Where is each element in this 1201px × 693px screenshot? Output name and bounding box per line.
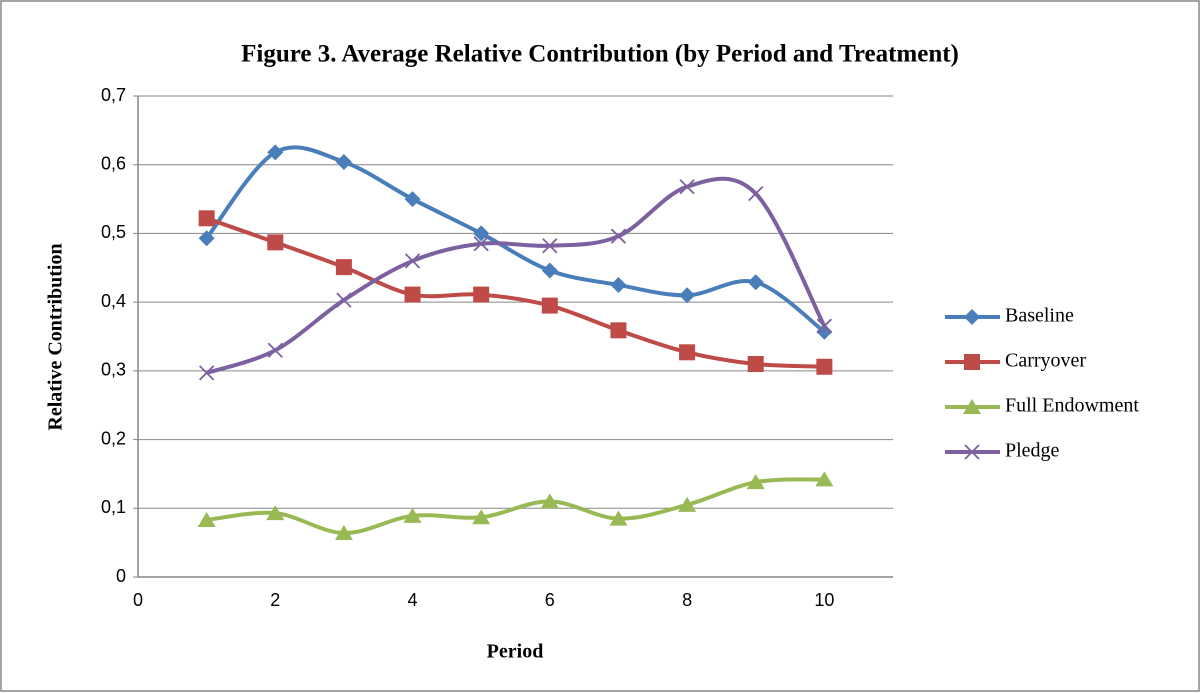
series-line (205, 216, 825, 369)
data-point (609, 510, 628, 526)
y-tick-label: 0 (116, 566, 126, 586)
x-tick-label: 2 (270, 590, 280, 610)
series-line (206, 477, 825, 536)
data-point (816, 318, 833, 334)
x-tick-label: 0 (133, 590, 143, 610)
data-point (335, 153, 352, 170)
data-point (541, 297, 558, 314)
data-point (473, 236, 489, 252)
legend-marker (963, 399, 981, 414)
x-tick-label: 6 (545, 590, 555, 610)
data-point (610, 276, 627, 293)
data-point (816, 323, 833, 340)
legend-marker (964, 444, 980, 460)
data-point (679, 344, 696, 361)
data-point (334, 525, 353, 541)
data-point (542, 238, 558, 254)
series-line (206, 176, 827, 375)
y-tick-label: 0,1 (101, 497, 126, 517)
data-point (267, 144, 284, 161)
data-point (198, 230, 215, 247)
data-point (267, 234, 284, 251)
data-point (404, 286, 421, 303)
data-point (404, 253, 421, 269)
x-tick-label: 8 (682, 590, 692, 610)
legend-marker (964, 354, 980, 370)
legend-label: Pledge (1005, 440, 1060, 462)
data-point (747, 355, 764, 372)
y-tick-label: 0,5 (101, 222, 126, 242)
data-point (473, 225, 490, 242)
legend-label: Full Endowment (1005, 395, 1139, 417)
data-point (815, 471, 834, 487)
data-point (610, 322, 627, 339)
data-point (678, 496, 697, 512)
data-point (679, 287, 696, 304)
data-point (679, 179, 695, 195)
data-point (404, 191, 421, 208)
legend-marker (964, 309, 980, 325)
legend-label: Baseline (1005, 305, 1074, 327)
data-point (198, 365, 215, 381)
series-line (205, 145, 826, 334)
data-point (816, 358, 833, 375)
data-point (473, 286, 490, 303)
data-point (336, 292, 352, 308)
data-point (540, 493, 559, 509)
x-axis-label: Period (487, 641, 544, 663)
data-point (748, 185, 764, 202)
data-point (403, 507, 422, 523)
data-point (197, 511, 216, 527)
y-tick-label: 0,6 (101, 153, 126, 173)
data-point (541, 262, 558, 279)
data-point (266, 505, 285, 521)
y-tick-label: 0,4 (101, 291, 126, 311)
data-point (267, 342, 283, 358)
y-tick-label: 0,7 (101, 85, 126, 105)
data-point (747, 274, 764, 291)
data-point (746, 474, 765, 490)
data-point (335, 259, 352, 276)
legend-label: Carryover (1005, 350, 1086, 372)
data-point (472, 509, 491, 525)
y-tick-label: 0,2 (101, 428, 126, 448)
x-tick-label: 4 (408, 590, 418, 610)
data-point (198, 210, 215, 227)
chart-title: Figure 3. Average Relative Contribution … (241, 41, 959, 68)
x-tick-label: 10 (814, 590, 834, 610)
data-point (610, 228, 627, 244)
y-axis-label: Relative Contribution (45, 243, 67, 430)
y-tick-label: 0,3 (101, 360, 126, 380)
